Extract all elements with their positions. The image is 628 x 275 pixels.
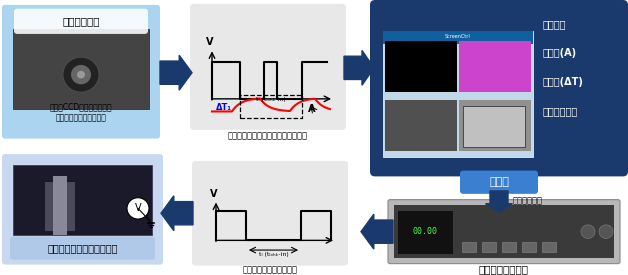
Bar: [398, 211, 453, 254]
Bar: [394, 205, 614, 258]
Bar: [522, 242, 536, 252]
FancyBboxPatch shape: [370, 0, 628, 176]
Circle shape: [599, 225, 613, 238]
Bar: [462, 242, 476, 252]
Bar: [383, 31, 533, 44]
Text: V: V: [210, 189, 218, 199]
Text: 深いところの発熱は遅れて出てくる: 深いところの発熱は遅れて出てくる: [228, 132, 308, 141]
Bar: [385, 41, 457, 92]
Polygon shape: [485, 191, 512, 212]
Bar: [13, 165, 152, 235]
Polygon shape: [161, 196, 193, 231]
Text: バイアスをパルスで印加: バイアスをパルスで印加: [242, 266, 298, 274]
Bar: [502, 242, 516, 252]
Text: V: V: [206, 37, 214, 48]
Text: ScreenCtrl: ScreenCtrl: [445, 34, 471, 39]
FancyBboxPatch shape: [2, 154, 163, 265]
FancyBboxPatch shape: [388, 200, 620, 264]
Text: 00.00: 00.00: [413, 227, 438, 236]
Text: ロックイン電圧源: ロックイン電圧源: [479, 265, 529, 275]
Bar: [542, 242, 556, 252]
Text: 重ね合わせ像: 重ね合わせ像: [543, 106, 578, 116]
Circle shape: [127, 198, 149, 219]
FancyBboxPatch shape: [14, 9, 148, 34]
Bar: [482, 242, 496, 252]
Bar: [383, 31, 533, 157]
Polygon shape: [344, 50, 374, 85]
Text: トリガー信号: トリガー信号: [513, 196, 543, 205]
Bar: [459, 100, 531, 151]
Text: 赤外線CCDカメラで連続的
に温度マッピングを修得: 赤外線CCDカメラで連続的 に温度マッピングを修得: [50, 103, 112, 122]
Bar: [53, 176, 67, 235]
Text: tₗ (tₗₒₕₖ-in): tₗ (tₗₒₕₖ-in): [259, 252, 288, 257]
Text: サーマルプラットフォーム: サーマルプラットフォーム: [47, 243, 118, 253]
Circle shape: [63, 57, 99, 92]
Text: 位相像(ΔT): 位相像(ΔT): [543, 77, 584, 87]
Text: tₗ (tₗₒₕₖ-in): tₗ (tₗₒₕₖ-in): [256, 97, 286, 102]
Text: 制御系: 制御系: [489, 177, 509, 187]
Polygon shape: [361, 214, 393, 249]
Text: 赤外線像: 赤外線像: [543, 19, 566, 29]
Text: 赤外線カメラ: 赤外線カメラ: [62, 16, 100, 26]
Bar: [385, 100, 457, 151]
Polygon shape: [160, 55, 192, 90]
Text: V: V: [134, 204, 141, 213]
Circle shape: [71, 65, 91, 84]
Text: 強度像(A): 強度像(A): [543, 48, 577, 58]
FancyBboxPatch shape: [2, 5, 160, 139]
Bar: [13, 29, 149, 109]
Text: ΔT₁: ΔT₁: [216, 103, 232, 112]
FancyBboxPatch shape: [10, 236, 155, 260]
Bar: [463, 106, 525, 147]
FancyBboxPatch shape: [190, 4, 346, 130]
Circle shape: [77, 71, 85, 78]
Circle shape: [581, 225, 595, 238]
FancyBboxPatch shape: [192, 161, 348, 266]
Bar: [459, 41, 531, 92]
Text: A: A: [308, 104, 316, 114]
FancyBboxPatch shape: [460, 170, 538, 194]
Bar: [45, 182, 75, 231]
